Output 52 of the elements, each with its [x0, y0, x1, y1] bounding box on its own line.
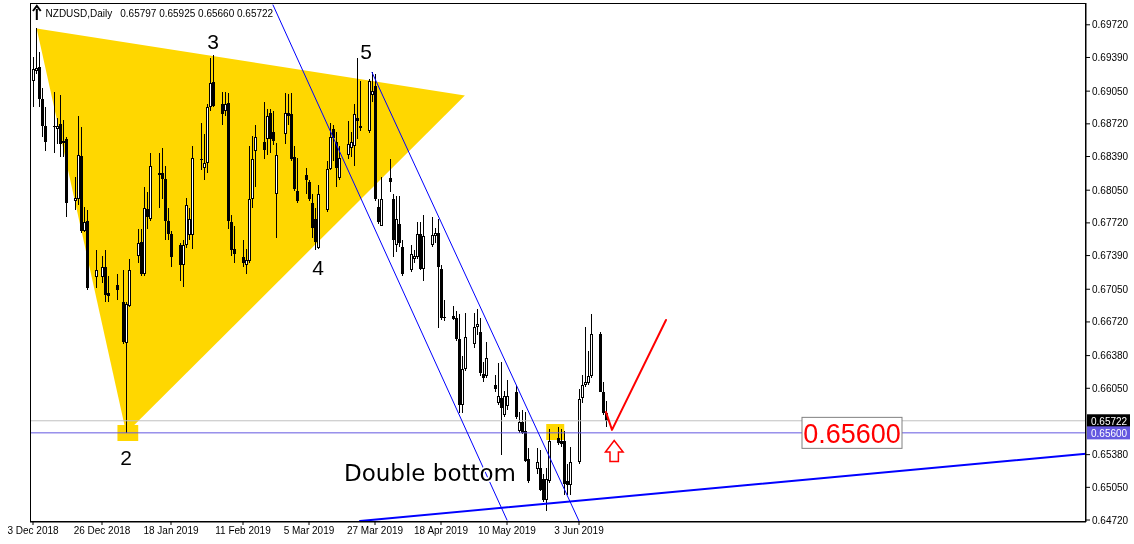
y-tick-label: 0.69720	[1092, 19, 1129, 31]
y-tick-label: 0.65050	[1092, 481, 1129, 493]
y-tick-label: 0.68720	[1092, 118, 1129, 130]
candlestick	[221, 91, 224, 126]
candlestick	[506, 379, 509, 411]
x-tick-label: 10 May 2019	[478, 525, 537, 537]
candlestick	[305, 167, 308, 195]
y-tick-label: 0.68050	[1092, 184, 1129, 196]
candlestick	[284, 92, 287, 145]
candlestick	[59, 94, 62, 158]
ref-line-label: 0.65600	[1091, 427, 1128, 439]
y-tick-label: 0.66050	[1092, 382, 1129, 394]
candlestick	[569, 446, 572, 496]
x-tick-label: 3 Jun 2019	[554, 525, 605, 537]
chart-title: NZDUSD,Daily	[45, 7, 113, 19]
annotation: 2	[120, 446, 132, 470]
y-tick-label: 0.69390	[1092, 52, 1129, 64]
x-tick-label: 18 Jan 2019	[143, 525, 199, 537]
y-tick-label: 0.66720	[1092, 316, 1129, 328]
candlestick	[473, 312, 476, 349]
candlestick	[95, 249, 98, 289]
y-tick-label: 0.68390	[1092, 151, 1129, 163]
candlestick	[389, 158, 392, 193]
annotation: 5	[360, 39, 372, 63]
candlestick	[53, 91, 56, 154]
x-tick-label: 11 Feb 2019	[215, 525, 272, 537]
x-tick-label: 3 Dec 2018	[7, 525, 60, 537]
chart-subtitle: 0.65797 0.65925 0.65660 0.65722	[120, 7, 274, 19]
x-tick-label: 5 Mar 2019	[283, 525, 335, 537]
x-tick-label: 26 Dec 2018	[73, 525, 131, 537]
candlestick	[179, 242, 182, 282]
y-tick-label: 0.67390	[1092, 250, 1129, 262]
y-tick-label: 0.69050	[1092, 85, 1129, 97]
x-tick-label: 18 Apr 2019	[414, 525, 469, 537]
candlestick	[158, 152, 161, 209]
candlestick	[347, 120, 350, 160]
ref-line-label: 0.65722	[1091, 415, 1128, 427]
candlestick	[296, 157, 299, 204]
candlestick	[116, 273, 119, 301]
y-tick-label: 0.67050	[1092, 283, 1129, 295]
y-tick-label: 0.64720	[1092, 514, 1129, 526]
annotation: 4	[312, 256, 325, 280]
candlestick	[212, 54, 215, 108]
y-tick-label: 0.66380	[1092, 350, 1129, 362]
candlestick	[263, 101, 266, 160]
y-tick-label: 0.65380	[1092, 449, 1129, 461]
x-tick-label: 27 Mar 2019	[346, 525, 404, 537]
annotation: 3	[207, 30, 219, 53]
y-tick-label: 0.67720	[1092, 217, 1129, 229]
candlestick	[485, 341, 488, 379]
candlestick	[500, 361, 503, 456]
candlestick	[377, 198, 380, 225]
